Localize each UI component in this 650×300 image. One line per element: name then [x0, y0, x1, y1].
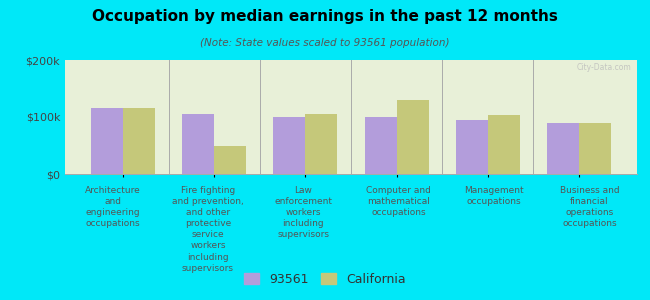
Bar: [547, 123, 579, 174]
Text: Law
enforcement
workers
including
supervisors: Law enforcement workers including superv…: [274, 186, 332, 239]
Legend: 93561, California: 93561, California: [239, 268, 411, 291]
Bar: [306, 114, 337, 174]
Bar: [579, 123, 611, 174]
Text: Business and
financial
operations
occupations: Business and financial operations occupa…: [560, 186, 619, 228]
Text: Computer and
mathematical
occupations: Computer and mathematical occupations: [366, 186, 431, 217]
Bar: [91, 108, 123, 174]
Text: Architecture
and
engineering
occupations: Architecture and engineering occupations: [84, 186, 140, 228]
Bar: [182, 114, 214, 174]
Text: (Note: State values scaled to 93561 population): (Note: State values scaled to 93561 popu…: [200, 38, 450, 47]
Text: Management
occupations: Management occupations: [464, 186, 524, 206]
Bar: [214, 146, 246, 174]
Bar: [488, 115, 520, 174]
Text: Occupation by median earnings in the past 12 months: Occupation by median earnings in the pas…: [92, 9, 558, 24]
Bar: [123, 108, 155, 174]
Bar: [456, 120, 488, 174]
Bar: [365, 117, 396, 174]
Bar: [274, 117, 305, 174]
Text: City-Data.com: City-Data.com: [577, 63, 631, 72]
Text: Fire fighting
and prevention,
and other
protective
service
workers
including
sup: Fire fighting and prevention, and other …: [172, 186, 244, 273]
Bar: [396, 100, 428, 174]
